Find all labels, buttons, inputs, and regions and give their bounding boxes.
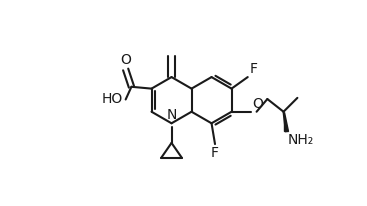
Text: NH₂: NH₂ [287,133,314,147]
Text: O: O [252,97,263,111]
Text: HO: HO [102,92,123,107]
Text: N: N [166,108,177,122]
Polygon shape [284,112,288,131]
Text: F: F [211,146,219,160]
Text: O: O [120,53,131,67]
Text: F: F [249,62,257,76]
